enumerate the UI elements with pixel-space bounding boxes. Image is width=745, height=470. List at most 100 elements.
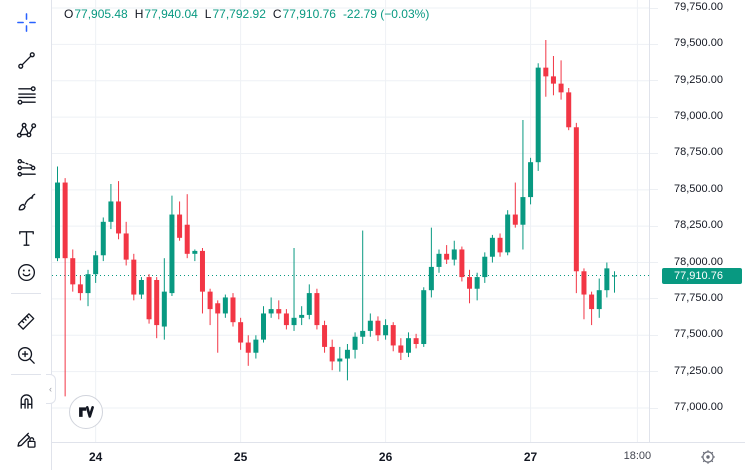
- candle: [520, 120, 526, 250]
- candle: [100, 217, 106, 262]
- time-axis-label: 18:00: [623, 450, 652, 462]
- candle: [474, 272, 480, 301]
- candle: [77, 275, 83, 301]
- text-tool-icon: [15, 227, 38, 250]
- candle: [528, 157, 534, 205]
- candle: [261, 306, 267, 343]
- crosshair-cursor-tool[interactable]: [4, 4, 48, 40]
- price-tick: [650, 298, 658, 300]
- candle: [215, 300, 221, 353]
- magnet-tool[interactable]: [4, 381, 48, 417]
- candle: [398, 338, 404, 360]
- candle: [283, 309, 289, 330]
- candle: [238, 317, 244, 350]
- price-axis-label: 78,000.00: [674, 255, 723, 268]
- emoji-icon: [15, 261, 38, 284]
- candle: [550, 56, 556, 96]
- candle: [535, 63, 541, 171]
- price-tick: [650, 43, 658, 45]
- candle: [375, 316, 381, 342]
- tradingview-logo-icon: [79, 406, 94, 418]
- brush-tool[interactable]: [4, 184, 48, 220]
- candle: [253, 335, 259, 359]
- candle: [337, 346, 343, 372]
- fib-retracement-tool[interactable]: [4, 77, 48, 113]
- candle: [268, 297, 274, 318]
- candle: [467, 269, 473, 304]
- price-axis[interactable]: 77,910.76 79,750.00 79,500.00 79,250.00 79,…: [649, 0, 745, 442]
- toolbar-divider: [11, 293, 41, 294]
- candle: [177, 201, 183, 241]
- candle: [245, 335, 251, 366]
- candle: [184, 194, 190, 259]
- chart-region: O 77,905.48 H 77,940.04 L 77,792.92 C 77,910…: [52, 0, 745, 470]
- candle: [596, 278, 602, 318]
- drawing-lock-tool[interactable]: [4, 420, 48, 456]
- toolbar-divider: [11, 374, 41, 375]
- measure-ruler-tool[interactable]: [4, 302, 48, 338]
- candle: [207, 288, 213, 326]
- price-axis-label: 79,250.00: [674, 73, 723, 86]
- prediction-measurement-tool[interactable]: [4, 149, 48, 185]
- candle: [276, 300, 282, 320]
- toolbar-collapse-handle[interactable]: ‹: [46, 374, 56, 404]
- price-tick: [650, 262, 658, 264]
- trend-line-tool[interactable]: [4, 42, 48, 78]
- brush-icon: [15, 191, 38, 214]
- candle: [566, 88, 572, 131]
- candlestick-chart[interactable]: [52, 0, 649, 442]
- time-axis[interactable]: 24 25 26 27 18:00: [52, 442, 745, 470]
- price-axis-label: 77,000.00: [674, 401, 723, 413]
- close-value: 77,910.76: [282, 7, 336, 21]
- candle: [413, 333, 419, 349]
- price-axis-label: 78,750.00: [674, 146, 723, 159]
- last-price-badge: 77,910.76: [662, 267, 742, 284]
- settings-gear-icon[interactable]: [700, 449, 716, 465]
- change-value: -22.79 (−0.03%): [342, 7, 430, 21]
- trend-line-icon: [15, 49, 38, 72]
- price-axis-label: 77,500.00: [674, 328, 723, 341]
- candle: [589, 291, 595, 326]
- price-tick: [650, 80, 658, 82]
- tradingview-logo[interactable]: [69, 395, 103, 429]
- candle: [428, 227, 434, 298]
- candle: [451, 240, 457, 266]
- candle: [322, 320, 328, 353]
- candle: [459, 246, 465, 282]
- candle: [230, 293, 236, 327]
- drawing-toolbar: ‹: [0, 0, 56, 470]
- high-value: 77,940.04: [144, 7, 198, 21]
- open-value: 77,905.48: [74, 7, 128, 21]
- candle: [62, 178, 68, 397]
- candle: [108, 184, 114, 230]
- price-tick: [650, 116, 658, 118]
- candle: [131, 253, 137, 301]
- time-axis-label: 24: [88, 450, 103, 464]
- candle: [123, 221, 129, 266]
- xabcd-pattern-tool[interactable]: [4, 112, 48, 148]
- crosshair-cursor-icon: [15, 11, 38, 34]
- candle: [390, 322, 396, 352]
- measure-ruler-icon: [15, 309, 38, 332]
- time-axis-label: 26: [378, 450, 393, 464]
- candle: [360, 230, 366, 344]
- price-tick: [650, 189, 658, 191]
- candle: [299, 306, 305, 326]
- high-label: H: [134, 7, 144, 21]
- candle: [405, 332, 411, 358]
- candle: [329, 339, 335, 371]
- price-tick: [650, 7, 658, 9]
- prediction-measurement-icon: [15, 156, 38, 179]
- zoom-in-tool[interactable]: [4, 337, 48, 373]
- candle: [161, 258, 167, 340]
- candle: [154, 277, 160, 339]
- candle: [444, 245, 450, 264]
- candle: [93, 250, 99, 283]
- candle: [352, 332, 358, 359]
- emoji-tool[interactable]: [4, 254, 48, 290]
- text-tool-tool[interactable]: [4, 220, 48, 256]
- candle: [291, 248, 297, 331]
- price-axis-label: 79,500.00: [674, 37, 723, 50]
- candle: [497, 233, 503, 257]
